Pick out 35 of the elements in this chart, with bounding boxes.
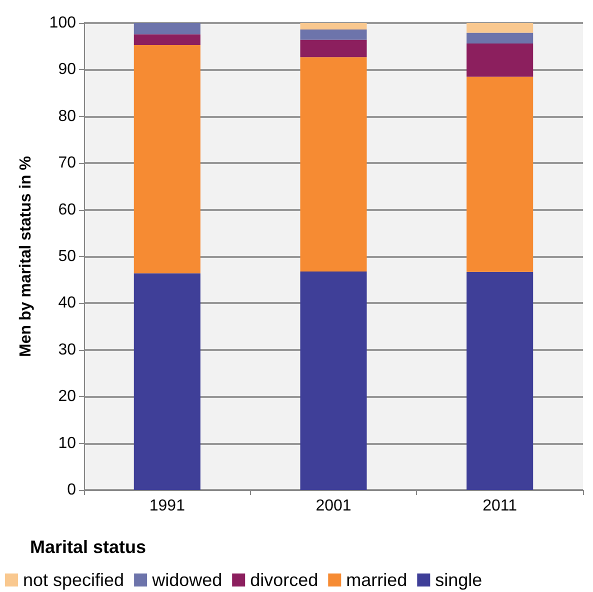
y-tick-label: 70 bbox=[58, 154, 76, 172]
bar bbox=[466, 32, 534, 44]
bar bbox=[300, 271, 367, 490]
y-tick-label: 40 bbox=[58, 294, 76, 312]
y-tick-label: 20 bbox=[58, 388, 76, 406]
y-tick-label: 30 bbox=[58, 341, 76, 358]
y-tick-label: 10 bbox=[58, 434, 76, 452]
y-tick-label: 100 bbox=[49, 14, 76, 32]
legend-label: single bbox=[435, 570, 482, 590]
y-tick-label: 50 bbox=[58, 248, 76, 265]
bar bbox=[466, 23, 534, 33]
y-tick-label: 0 bbox=[67, 482, 76, 498]
legend-label: not specified bbox=[23, 570, 124, 590]
bar bbox=[300, 40, 367, 58]
bar bbox=[466, 44, 534, 77]
bar bbox=[134, 23, 200, 34]
y-tick-label: 80 bbox=[58, 108, 76, 125]
bar bbox=[466, 76, 534, 272]
x-tick-label: 2001 bbox=[316, 498, 352, 514]
bar bbox=[134, 34, 200, 45]
y-tick-label: 60 bbox=[58, 201, 76, 218]
bar bbox=[300, 57, 367, 272]
legend-title: Marital status bbox=[30, 537, 146, 557]
legend-label: widowed bbox=[151, 570, 222, 590]
bar bbox=[300, 23, 367, 30]
x-tick-label: 1991 bbox=[149, 498, 186, 514]
bar bbox=[466, 272, 534, 490]
bar bbox=[134, 273, 200, 490]
legend-label: married bbox=[346, 570, 408, 590]
legend-label: divorced bbox=[250, 570, 318, 590]
x-tick-label: 2011 bbox=[482, 498, 518, 514]
bar bbox=[134, 44, 200, 274]
bar bbox=[300, 30, 367, 40]
y-tick-label: 90 bbox=[58, 61, 76, 78]
y-axis-title: Men by marital status in % bbox=[18, 156, 34, 357]
